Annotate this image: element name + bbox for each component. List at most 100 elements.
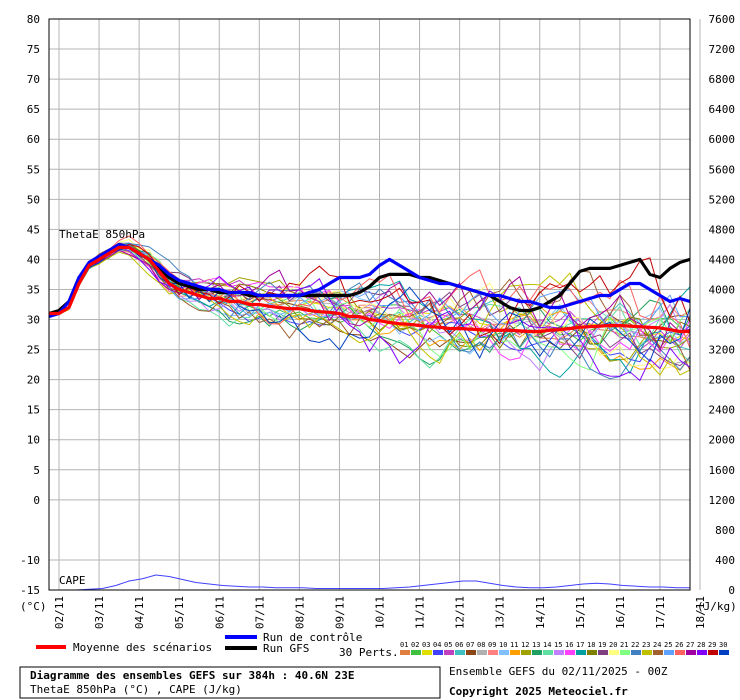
right-tick-label: 5200 xyxy=(709,193,736,206)
x-tick-label: 15/11 xyxy=(574,596,587,629)
pert-legend-number: 15 xyxy=(554,641,562,649)
pert-legend-swatch xyxy=(400,650,410,655)
cape-line xyxy=(49,574,690,591)
right-tick-label: 1200 xyxy=(709,494,736,507)
control-series-line xyxy=(48,242,691,319)
pert-legend-number: 27 xyxy=(686,641,694,649)
right-tick-label: 4800 xyxy=(709,223,736,236)
x-tick-label: 04/11 xyxy=(133,596,146,629)
right-tick-label: 6000 xyxy=(709,133,736,146)
pert-legend-swatch xyxy=(708,650,718,655)
pert-legend-swatch xyxy=(653,650,663,655)
footer-run-label: Ensemble GEFS du 02/11/2025 - 00Z xyxy=(449,665,668,678)
x-axis-ticks: 02/11 03/11 04/11 05/11 06/11 07/11 08/11 09/11… xyxy=(53,596,707,629)
pert-legend-swatch xyxy=(609,650,619,655)
x-tick-label: 07/11 xyxy=(253,596,266,629)
right-tick-label: 4000 xyxy=(709,283,736,296)
x-tick-label: 08/11 xyxy=(293,596,306,629)
x-tick-label: 16/11 xyxy=(614,596,627,629)
perturbation-line xyxy=(48,246,691,363)
pert-legend-number: 10 xyxy=(499,641,507,649)
pert-legend-swatch xyxy=(642,650,652,655)
right-tick-label: 1600 xyxy=(709,464,736,477)
pert-legend-number: 20 xyxy=(609,641,617,649)
left-tick-label: 55 xyxy=(27,163,40,176)
pert-legend-swatch xyxy=(422,650,432,655)
right-tick-label: 2800 xyxy=(709,374,736,387)
left-tick-label: 80 xyxy=(27,13,40,26)
right-tick-label: 400 xyxy=(715,554,735,567)
x-tick-label: 02/11 xyxy=(53,596,66,629)
left-tick-label: 30 xyxy=(27,314,40,327)
left-tick-label: -10 xyxy=(20,554,40,567)
legend-perts-label: 30 Perts. xyxy=(339,646,399,659)
pert-legend-number: 29 xyxy=(708,641,716,649)
right-tick-label: 5600 xyxy=(709,163,736,176)
right-tick-label: 7200 xyxy=(709,43,736,56)
pert-legend-swatch xyxy=(411,650,421,655)
pert-legend-number: 06 xyxy=(455,641,463,649)
pert-legend-swatch xyxy=(631,650,641,655)
pert-legend-number: 14 xyxy=(543,641,551,649)
footer-title: Diagramme des ensembles GEFS sur 384h : … xyxy=(30,669,355,682)
pert-legend-swatch xyxy=(499,650,509,655)
pert-legend-number: 05 xyxy=(444,641,452,649)
pert-legend-number: 12 xyxy=(521,641,529,649)
left-tick-label: 20 xyxy=(27,374,40,387)
right-tick-label: 0 xyxy=(728,584,735,597)
plot-frame xyxy=(48,18,691,591)
footer-box xyxy=(19,666,441,699)
pert-legend-swatch xyxy=(543,650,553,655)
pert-legend-number: 02 xyxy=(411,641,419,649)
right-tick-label: 7600 xyxy=(709,13,736,26)
pert-legend-number: 04 xyxy=(433,641,441,649)
pert-legend-number: 22 xyxy=(631,641,639,649)
pert-legend-number: 18 xyxy=(587,641,595,649)
pert-legend: 01 02 03 04 05 06 07 08 09 10 11 12 13 14 15 16 17 18 19 20… xyxy=(400,641,729,655)
pert-legend-swatch xyxy=(433,650,443,655)
pert-legend-number: 09 xyxy=(488,641,496,649)
perturbation-line xyxy=(48,245,691,382)
left-tick-label: 45 xyxy=(27,223,40,236)
right-axis-label: (J/kg) xyxy=(697,600,737,613)
left-tick-label: 70 xyxy=(27,73,40,86)
pert-legend-number: 08 xyxy=(477,641,485,649)
x-tick-label: 17/11 xyxy=(654,596,667,629)
perturbation-line xyxy=(49,246,691,371)
pert-legend-swatch xyxy=(444,650,454,655)
legend-mean-label: Moyenne des scénarios xyxy=(73,641,212,654)
x-tick-label: 11/11 xyxy=(414,596,427,629)
left-tick-label: -15 xyxy=(20,584,40,597)
x-tick-label: 06/11 xyxy=(213,596,226,629)
right-tick-label: 2400 xyxy=(709,404,736,417)
pert-legend-swatch xyxy=(455,650,465,655)
pert-legend-swatch xyxy=(510,650,520,655)
left-axis-label: (°C) xyxy=(20,600,47,613)
left-tick-label: 5 xyxy=(33,464,40,477)
left-tick-label: 35 xyxy=(27,283,40,296)
left-tick-label: 25 xyxy=(27,344,40,357)
legend: Moyenne des scénarios Run de contrôle Ru… xyxy=(36,631,729,659)
left-tick-label: 15 xyxy=(27,404,40,417)
right-tick-label: 4400 xyxy=(709,253,736,266)
x-tick-label: 18/11 xyxy=(694,596,707,629)
left-tick-label: 40 xyxy=(27,253,40,266)
cape-annotation: CAPE xyxy=(59,574,86,587)
pert-legend-swatch xyxy=(488,650,498,655)
right-tick-label: 2000 xyxy=(709,434,736,447)
x-tick-label: 05/11 xyxy=(173,596,186,629)
pert-legend-swatch xyxy=(587,650,597,655)
pert-legend-number: 07 xyxy=(466,641,474,649)
pert-legend-swatch xyxy=(598,650,608,655)
right-axis-ticks: 7600720068006400600056005200480044004000… xyxy=(709,13,736,597)
x-tick-label: 09/11 xyxy=(333,596,346,629)
cape-lines xyxy=(49,574,690,591)
x-tick-label: 14/11 xyxy=(534,596,547,629)
left-tick-label: 50 xyxy=(27,193,40,206)
pert-legend-number: 13 xyxy=(532,641,540,649)
left-tick-label: 60 xyxy=(27,133,40,146)
pert-legend-number: 24 xyxy=(653,641,661,649)
pert-legend-number: 16 xyxy=(565,641,573,649)
right-tick-label: 6800 xyxy=(709,73,736,86)
